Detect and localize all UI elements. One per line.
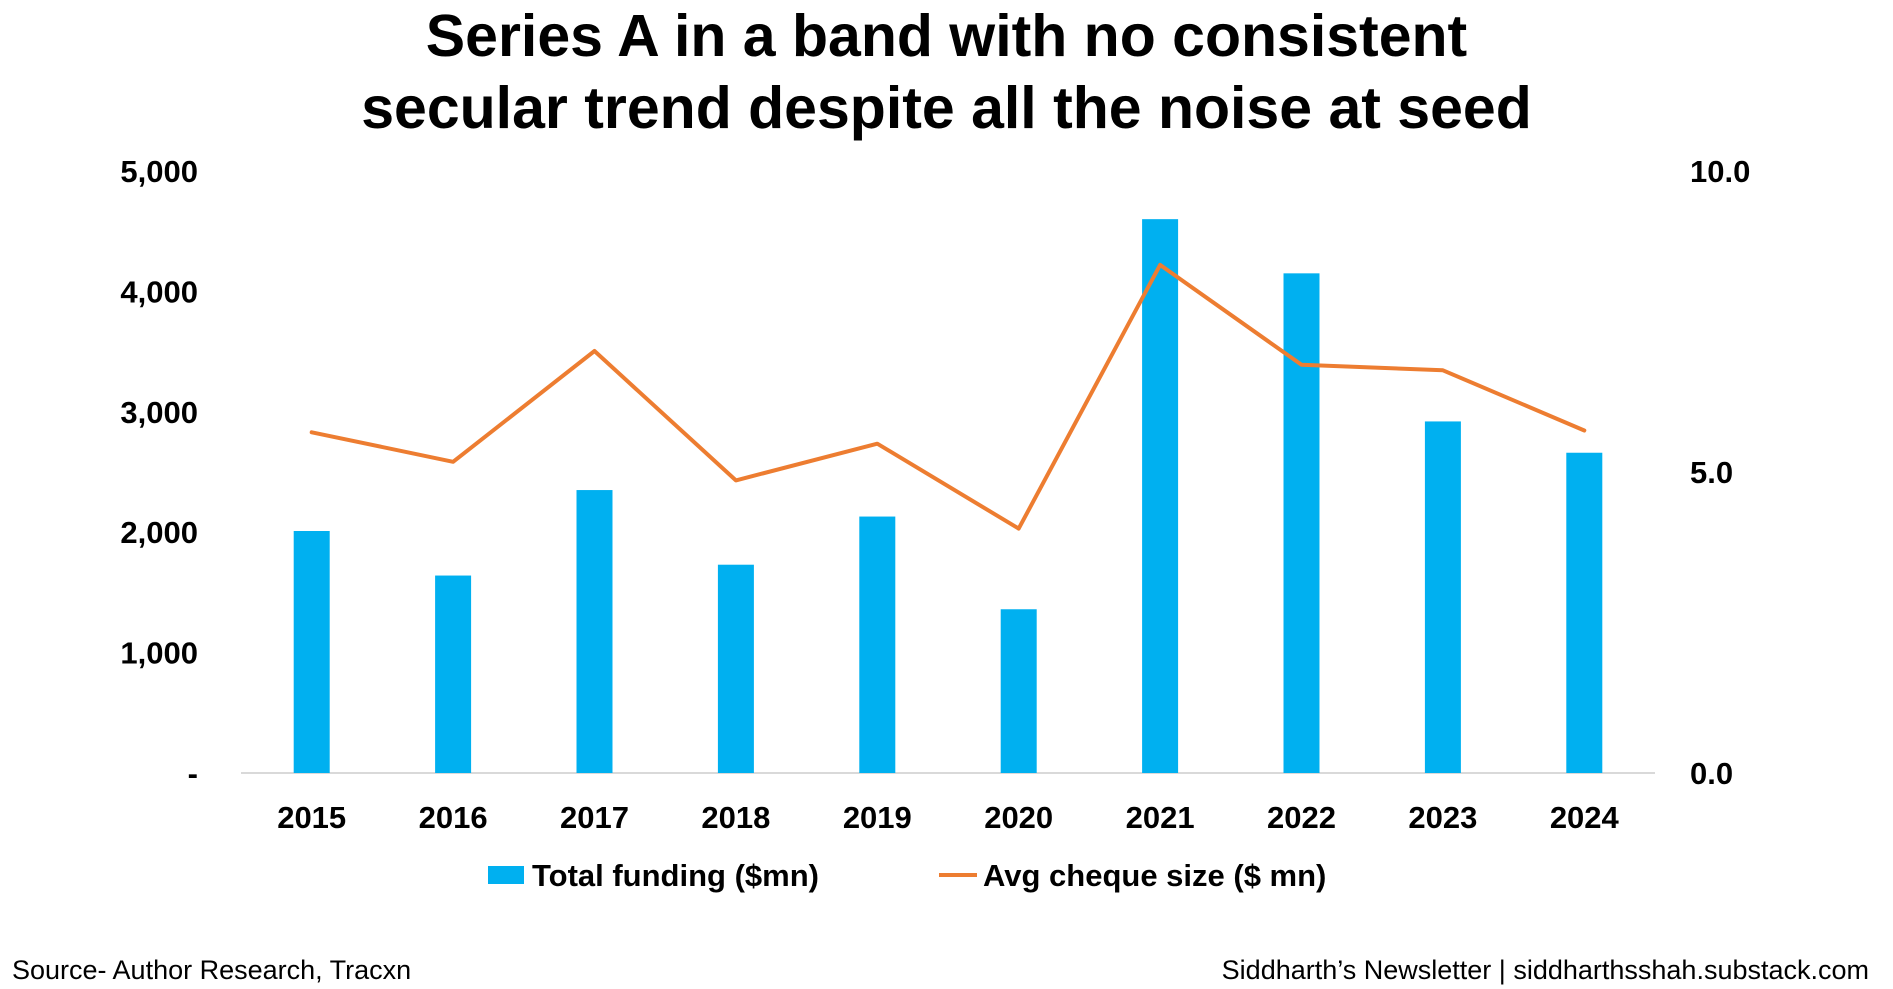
legend-label-avg-cheque: Avg cheque size ($ mn) (983, 858, 1326, 893)
x-axis-tick-label: 2023 (1408, 800, 1477, 835)
x-axis-tick-label: 2015 (277, 800, 346, 835)
left-axis-tick-label: 4,000 (120, 274, 198, 309)
x-axis-tick-label: 2024 (1550, 800, 1620, 835)
source-note: Source- Author Research, Tracxn (12, 955, 412, 985)
funding-bar-2023 (1424, 421, 1461, 773)
x-axis-tick-label: 2021 (1126, 800, 1195, 835)
chart-title: Series A in a band with no consistent se… (0, 0, 1893, 144)
legend-label-total-funding: Total funding ($mn) (532, 858, 819, 893)
funding-bar-2019 (859, 516, 896, 773)
avg-cheque-line (309, 262, 1587, 531)
x-axis-tick-labels: 2015 2016 2017 2018 2019 2020 2021 2022 2023 2024 (277, 800, 1619, 835)
legend: Total funding ($mn) Avg cheque size ($ mn… (488, 858, 1326, 893)
newsletter-credit: Siddharth’s Newsletter | siddharthsshah.… (1221, 955, 1869, 985)
funding-bar-2024 (1566, 452, 1603, 773)
right-axis-tick-label: 0.0 (1690, 756, 1733, 791)
funding-bar-2018 (717, 564, 754, 773)
funding-bar-2016 (435, 575, 472, 773)
left-axis-tick-labels: - 1,000 2,000 3,000 4,000 5,000 (120, 154, 198, 791)
x-axis-tick-label: 2020 (984, 800, 1053, 835)
x-axis-tick-label: 2016 (419, 800, 488, 835)
x-axis-tick-label: 2019 (843, 800, 912, 835)
funding-bars (293, 219, 1603, 773)
chart-title-line-1: Series A in a band with no consistent (425, 3, 1468, 69)
x-axis-tick-label: 2018 (701, 800, 770, 835)
left-axis-tick-label: - (188, 756, 198, 791)
legend-swatch-bar (488, 866, 524, 884)
x-axis-tick-label: 2022 (1267, 800, 1336, 835)
funding-bar-2015 (293, 530, 330, 773)
x-axis-tick-label: 2017 (560, 800, 629, 835)
chart-title-line-2: secular trend despite all the noise at s… (361, 75, 1532, 141)
left-axis-tick-label: 5,000 (120, 154, 198, 189)
funding-bar-2017 (576, 490, 613, 773)
funding-bar-2020 (1000, 609, 1037, 773)
funding-bar-2022 (1283, 273, 1320, 773)
left-axis-tick-label: 2,000 (120, 515, 198, 550)
avg-cheque-line-series (309, 262, 1587, 531)
funding-bar-2021 (1142, 219, 1179, 773)
right-axis-tick-label: 10.0 (1690, 154, 1750, 189)
right-axis-tick-labels: 0.0 5.0 10.0 (1690, 154, 1750, 791)
right-axis-tick-label: 5.0 (1690, 455, 1733, 490)
left-axis-tick-label: 3,000 (120, 395, 198, 430)
left-axis-tick-label: 1,000 (120, 636, 198, 671)
